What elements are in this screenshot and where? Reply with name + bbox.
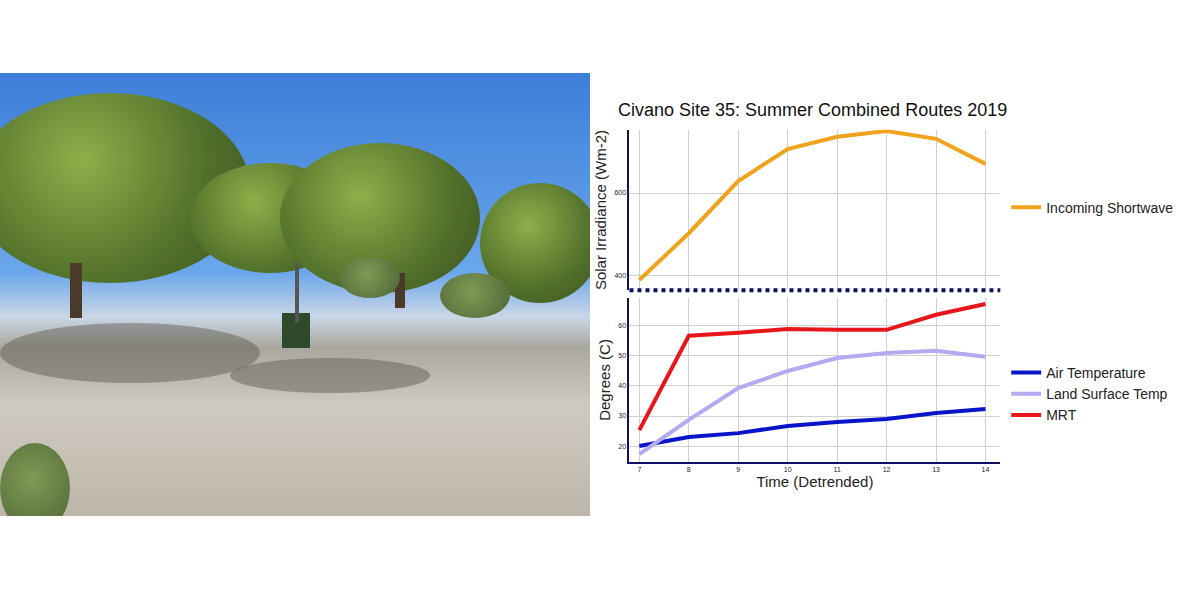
svg-text:Air Temperature: Air Temperature (1046, 365, 1146, 381)
svg-text:30: 30 (618, 412, 626, 419)
svg-text:Land Surface Temp: Land Surface Temp (1046, 386, 1167, 402)
svg-text:60: 60 (618, 322, 626, 329)
svg-text:12: 12 (883, 466, 891, 473)
svg-text:MRT: MRT (1046, 407, 1077, 423)
svg-text:20: 20 (618, 443, 626, 450)
svg-text:Time (Detrended): Time (Detrended) (756, 473, 873, 490)
svg-text:13: 13 (932, 466, 940, 473)
svg-text:Degrees (C): Degrees (C) (596, 339, 613, 421)
svg-text:40: 40 (618, 382, 626, 389)
svg-text:Solar Irradiance (Wm-2): Solar Irradiance (Wm-2) (592, 130, 609, 290)
svg-text:Civano Site 35: Summer Combine: Civano Site 35: Summer Combined Routes 2… (618, 100, 1007, 120)
svg-text:10: 10 (784, 466, 792, 473)
svg-text:7: 7 (637, 466, 641, 473)
svg-text:14: 14 (982, 466, 990, 473)
svg-text:600: 600 (614, 189, 626, 196)
svg-text:11: 11 (834, 466, 841, 473)
svg-text:8: 8 (687, 466, 691, 473)
svg-text:9: 9 (736, 466, 740, 473)
svg-text:Incoming Shortwave: Incoming Shortwave (1046, 200, 1173, 216)
svg-text:400: 400 (614, 272, 626, 279)
svg-text:50: 50 (618, 352, 626, 359)
